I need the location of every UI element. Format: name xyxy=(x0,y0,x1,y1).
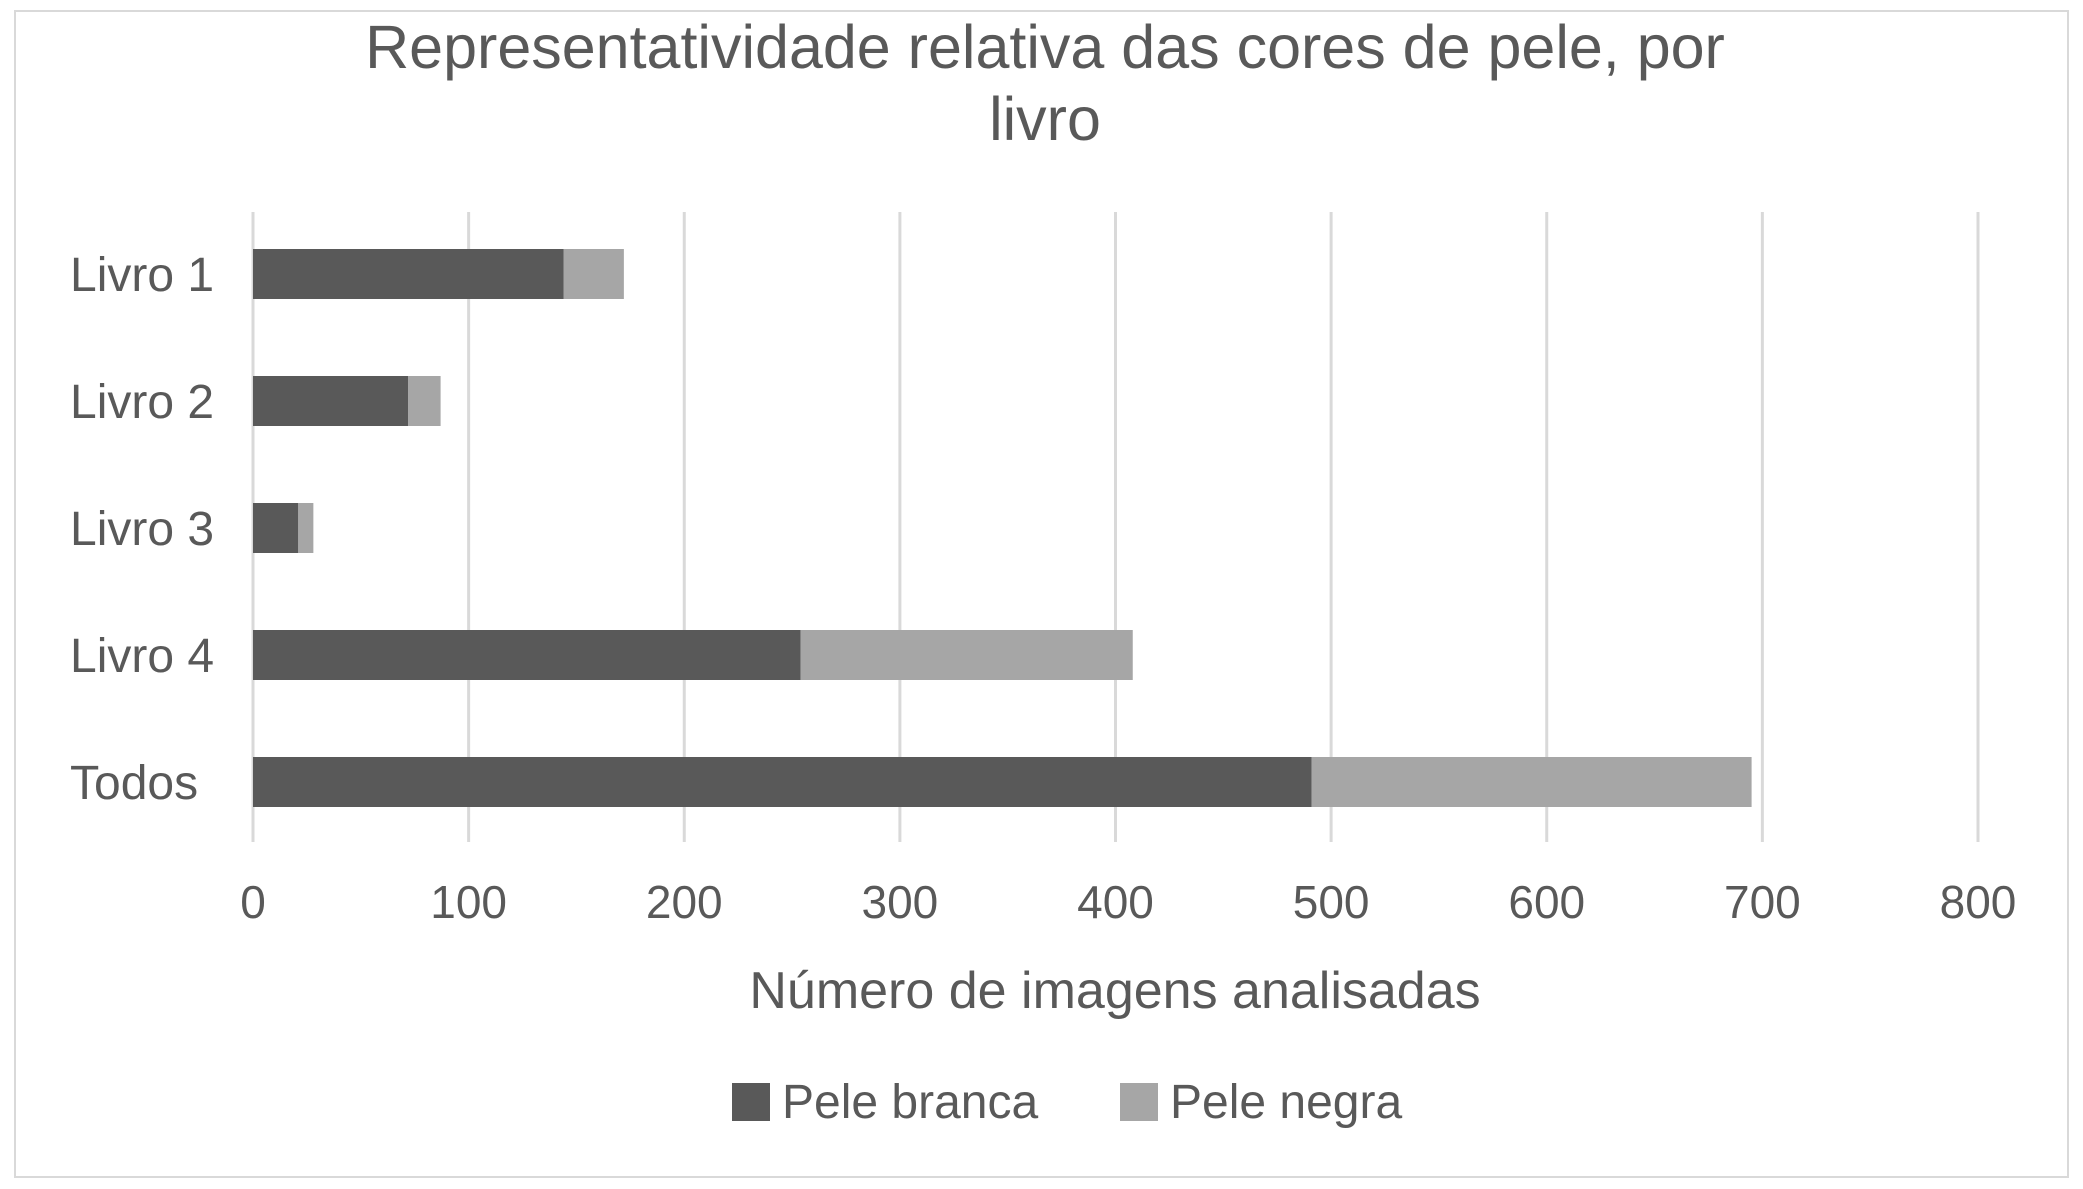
x-tick-label: 500 xyxy=(1293,876,1370,928)
category-label: Todos xyxy=(70,757,198,810)
x-tick-label: 700 xyxy=(1724,876,1801,928)
bar-pele-negra xyxy=(408,376,441,426)
category-label: Livro 4 xyxy=(70,630,214,683)
bar-pele-negra xyxy=(563,249,624,299)
bar-pele-negra xyxy=(1311,757,1752,807)
bar-pele-branca xyxy=(253,376,409,426)
bar-pele-branca xyxy=(253,503,299,553)
x-tick-label: 200 xyxy=(646,876,723,928)
category-label: Livro 1 xyxy=(70,249,214,302)
chart-title: Representatividade relativa das cores de… xyxy=(365,13,1725,153)
x-tick-label: 0 xyxy=(240,876,266,928)
chart-title-line-2: livro xyxy=(989,85,1101,153)
legend-swatch xyxy=(732,1083,770,1121)
x-tick-label: 400 xyxy=(1077,876,1154,928)
x-tick-label: 300 xyxy=(862,876,939,928)
category-labels: Livro 1 Livro 2 Livro 3 Livro 4 Todos xyxy=(70,249,214,810)
bar-pele-negra xyxy=(800,630,1133,680)
chart-frame xyxy=(14,10,2069,1178)
bar-pele-branca xyxy=(253,630,801,680)
category-label: Livro 2 xyxy=(70,376,214,429)
x-tick-labels: 0 100 200 300 400 500 600 700 800 xyxy=(240,876,2016,928)
legend-swatch xyxy=(1120,1083,1158,1121)
bar-pele-branca xyxy=(253,249,564,299)
legend-label: Pele branca xyxy=(782,1076,1038,1129)
legend-label: Pele negra xyxy=(1170,1076,1402,1129)
category-label: Livro 3 xyxy=(70,503,214,556)
x-tick-label: 800 xyxy=(1940,876,2017,928)
x-axis-title: Número de imagens analisadas xyxy=(749,962,1480,1020)
legend: Pele branca Pele negra xyxy=(732,1076,1402,1129)
bar-pele-negra xyxy=(298,503,314,553)
chart-title-line-1: Representatividade relativa das cores de… xyxy=(365,13,1725,81)
x-tick-label: 100 xyxy=(430,876,507,928)
bar-pele-branca xyxy=(253,757,1312,807)
bars xyxy=(253,249,1752,807)
gridlines xyxy=(251,212,1980,842)
x-tick-label: 600 xyxy=(1508,876,1585,928)
